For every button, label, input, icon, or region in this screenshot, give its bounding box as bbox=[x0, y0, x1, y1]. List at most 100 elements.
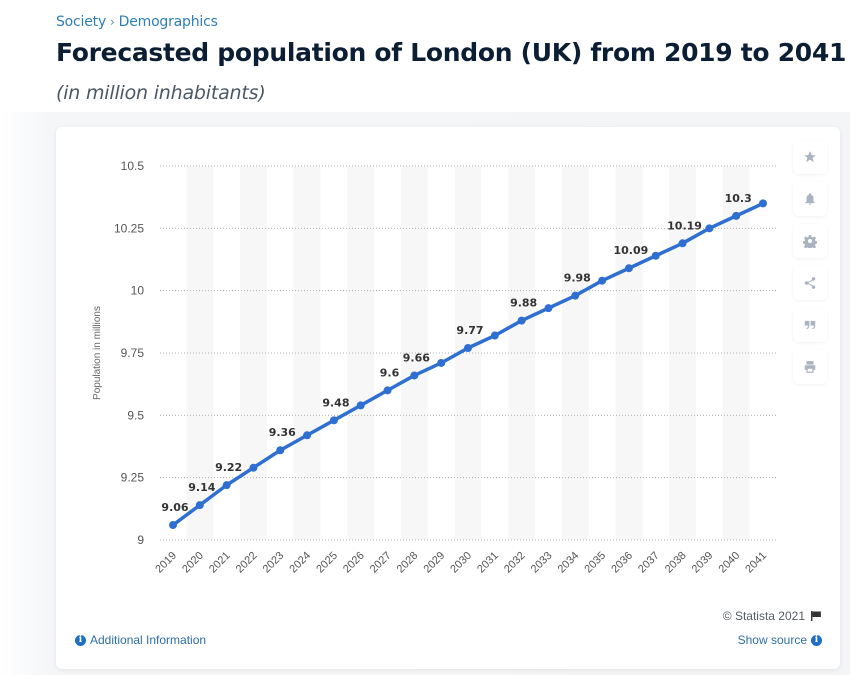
share-icon bbox=[804, 277, 816, 289]
data-point[interactable] bbox=[732, 211, 741, 220]
x-tick-label: 2033 bbox=[529, 550, 555, 576]
data-label: 9.36 bbox=[269, 426, 296, 439]
breadcrumb-separator: › bbox=[110, 15, 115, 29]
y-tick-label: 10 bbox=[131, 284, 145, 298]
data-point[interactable] bbox=[410, 371, 419, 380]
x-tick-label: 2027 bbox=[368, 550, 394, 576]
data-point[interactable] bbox=[651, 251, 660, 260]
data-point[interactable] bbox=[464, 344, 472, 353]
data-label: 9.14 bbox=[188, 481, 215, 494]
breadcrumb-society[interactable]: Society bbox=[56, 14, 107, 30]
data-label: 10.19 bbox=[667, 219, 702, 232]
x-tick-label: 2030 bbox=[448, 550, 474, 576]
y-axis-label: Population in millions bbox=[92, 306, 103, 400]
x-tick-label: 2038 bbox=[663, 550, 689, 576]
data-point[interactable] bbox=[624, 264, 633, 273]
data-label: 9.98 bbox=[564, 272, 591, 285]
data-point[interactable] bbox=[598, 276, 607, 285]
cite-button[interactable] bbox=[793, 308, 827, 342]
data-point[interactable] bbox=[195, 501, 204, 510]
y-tick-label: 9.25 bbox=[121, 471, 145, 485]
column-band bbox=[561, 166, 589, 540]
breadcrumb-demographics[interactable]: Demographics bbox=[118, 14, 218, 30]
info-icon: i bbox=[75, 634, 86, 646]
copyright-text: © Statista 2021 bbox=[722, 609, 805, 623]
x-tick-label: 2035 bbox=[582, 550, 608, 576]
data-label: 9.77 bbox=[456, 324, 483, 337]
quote-icon bbox=[804, 320, 816, 330]
flag-icon[interactable] bbox=[810, 610, 822, 622]
data-label: 9.22 bbox=[215, 461, 242, 474]
additional-information-link[interactable]: i Additional Information bbox=[75, 633, 206, 647]
data-label: 9.6 bbox=[380, 366, 400, 379]
y-tick-label: 9.5 bbox=[127, 408, 144, 422]
data-point[interactable] bbox=[356, 401, 365, 410]
gridlines bbox=[160, 165, 777, 541]
y-axis-ticks: 9 9.25 9.5 9.75 10 10.25 10.5 bbox=[114, 159, 144, 547]
y-tick-label: 9 bbox=[137, 533, 144, 547]
show-source-label: Show source bbox=[737, 633, 807, 647]
copyright: © Statista 2021 bbox=[723, 609, 822, 623]
x-tick-label: 2029 bbox=[422, 550, 448, 576]
page-subtitle: (in million inhabitants) bbox=[56, 82, 266, 104]
data-label: 9.88 bbox=[510, 297, 537, 310]
data-point[interactable] bbox=[759, 199, 767, 208]
x-tick-label: 2019 bbox=[153, 550, 179, 576]
x-tick-label: 2034 bbox=[556, 550, 582, 576]
favorite-button[interactable] bbox=[793, 140, 827, 174]
data-point[interactable] bbox=[678, 239, 687, 248]
data-point[interactable] bbox=[222, 481, 231, 490]
star-icon bbox=[804, 151, 816, 163]
x-tick-label: 2040 bbox=[717, 550, 743, 576]
data-point[interactable] bbox=[437, 358, 446, 367]
x-tick-label: 2024 bbox=[287, 550, 313, 576]
data-point[interactable] bbox=[490, 331, 499, 340]
data-point[interactable] bbox=[544, 304, 553, 313]
page-title: Forecasted population of London (UK) fro… bbox=[56, 38, 847, 67]
data-point[interactable] bbox=[517, 316, 526, 325]
share-button[interactable] bbox=[793, 266, 827, 300]
info-icon: i bbox=[811, 634, 822, 646]
x-tick-label: 2023 bbox=[261, 550, 287, 576]
data-point[interactable] bbox=[276, 446, 285, 455]
data-point[interactable] bbox=[383, 386, 392, 395]
x-tick-label: 2028 bbox=[395, 550, 421, 576]
y-tick-label: 10.5 bbox=[121, 159, 145, 173]
data-label: 10.09 bbox=[614, 244, 649, 257]
x-tick-label: 2039 bbox=[690, 550, 716, 576]
data-point[interactable] bbox=[303, 431, 312, 440]
data-point[interactable] bbox=[571, 291, 580, 300]
column-band bbox=[400, 166, 428, 540]
x-tick-label: 2025 bbox=[314, 550, 340, 576]
data-point[interactable] bbox=[329, 416, 338, 425]
data-labels: 9.069.149.22 9.36 9.48 9.69.66 9.77 9.88 9.98 1… bbox=[161, 192, 751, 514]
x-tick-label: 2020 bbox=[180, 550, 206, 576]
data-point[interactable] bbox=[249, 463, 258, 472]
y-tick-label: 10.25 bbox=[114, 221, 144, 235]
data-label: 9.48 bbox=[322, 396, 349, 409]
x-tick-label: 2031 bbox=[475, 550, 501, 576]
print-button[interactable] bbox=[793, 350, 827, 384]
series-population bbox=[169, 199, 767, 530]
data-point[interactable] bbox=[169, 521, 177, 530]
x-axis-ticks: 2019 2020 2021 2022 2023 2024 2025 2026 2027 2028… bbox=[153, 550, 769, 576]
notification-button[interactable] bbox=[793, 182, 827, 216]
x-tick-label: 2022 bbox=[234, 550, 260, 576]
x-tick-label: 2036 bbox=[609, 550, 635, 576]
x-tick-label: 2021 bbox=[207, 550, 233, 576]
x-tick-label: 2037 bbox=[636, 550, 662, 576]
settings-button[interactable] bbox=[793, 224, 827, 258]
column-band bbox=[508, 166, 536, 540]
breadcrumb: Society › Demographics bbox=[56, 14, 218, 30]
x-tick-label: 2032 bbox=[502, 550, 528, 576]
bell-icon bbox=[805, 193, 815, 205]
column-bands bbox=[186, 166, 750, 540]
data-label: 9.66 bbox=[403, 351, 430, 364]
gear-icon bbox=[803, 235, 817, 248]
data-label: 9.06 bbox=[161, 501, 188, 514]
show-source-link[interactable]: Show source i bbox=[738, 633, 822, 647]
x-tick-label: 2026 bbox=[341, 550, 367, 576]
data-point[interactable] bbox=[705, 224, 714, 233]
x-tick-label: 2041 bbox=[743, 550, 769, 576]
